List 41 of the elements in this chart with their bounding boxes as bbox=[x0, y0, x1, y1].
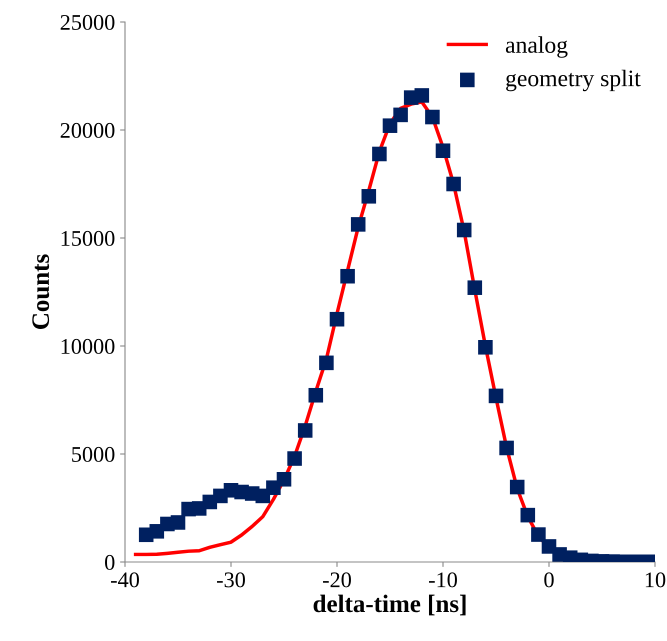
point bbox=[468, 280, 482, 295]
point bbox=[319, 356, 334, 370]
point bbox=[531, 527, 546, 542]
y-axis-title: Counts bbox=[32, 254, 50, 329]
x-tick-label: -40 bbox=[111, 572, 139, 588]
point bbox=[446, 176, 461, 192]
point bbox=[393, 108, 408, 122]
point bbox=[330, 312, 344, 326]
point bbox=[372, 146, 387, 162]
point bbox=[478, 340, 493, 355]
y-tick-label: 15000 bbox=[62, 230, 114, 246]
y-tick-label: 5000 bbox=[72, 446, 114, 462]
point bbox=[350, 217, 366, 232]
y-tick-label: 20000 bbox=[60, 122, 114, 138]
point bbox=[456, 222, 472, 238]
point bbox=[276, 472, 292, 487]
x-tick-label: -30 bbox=[217, 572, 245, 588]
x-tick-label: 0 bbox=[544, 572, 554, 588]
point bbox=[340, 268, 355, 284]
x-axis-title: delta-time [ns] bbox=[314, 594, 466, 616]
point bbox=[287, 451, 302, 466]
point bbox=[298, 423, 312, 438]
point bbox=[414, 88, 430, 103]
y-tick-label: 25000 bbox=[60, 14, 114, 30]
point bbox=[170, 515, 186, 530]
point bbox=[499, 440, 514, 456]
y-tick-label: 10000 bbox=[62, 338, 114, 354]
legend-label: geometry split bbox=[506, 70, 641, 92]
point bbox=[520, 508, 536, 522]
point bbox=[436, 143, 450, 158]
legend-label: analog bbox=[506, 36, 568, 58]
point bbox=[488, 388, 504, 404]
point bbox=[382, 118, 398, 133]
x-tick-label: 10 bbox=[646, 572, 666, 588]
point bbox=[308, 388, 324, 403]
x-tick-label: -10 bbox=[429, 572, 457, 588]
point bbox=[425, 110, 440, 124]
point bbox=[362, 189, 376, 204]
point bbox=[510, 480, 524, 494]
y-tick-label: 0 bbox=[105, 554, 114, 570]
x-tick-label: -20 bbox=[323, 572, 351, 588]
